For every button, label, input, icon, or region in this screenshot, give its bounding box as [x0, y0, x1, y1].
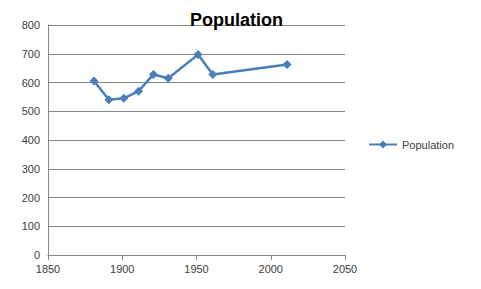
- svg-text:2000: 2000: [259, 263, 283, 275]
- svg-text:400: 400: [22, 134, 40, 146]
- svg-text:2050: 2050: [333, 263, 357, 275]
- svg-text:200: 200: [22, 192, 40, 204]
- svg-text:0: 0: [34, 249, 40, 261]
- svg-text:800: 800: [22, 19, 40, 31]
- svg-text:300: 300: [22, 163, 40, 175]
- svg-text:Population: Population: [190, 10, 283, 30]
- svg-text:1850: 1850: [36, 263, 60, 275]
- svg-text:500: 500: [22, 105, 40, 117]
- svg-text:Population: Population: [402, 139, 454, 151]
- svg-text:1900: 1900: [110, 263, 134, 275]
- svg-text:600: 600: [22, 77, 40, 89]
- svg-text:100: 100: [22, 220, 40, 232]
- svg-text:700: 700: [22, 48, 40, 60]
- svg-text:1950: 1950: [184, 263, 208, 275]
